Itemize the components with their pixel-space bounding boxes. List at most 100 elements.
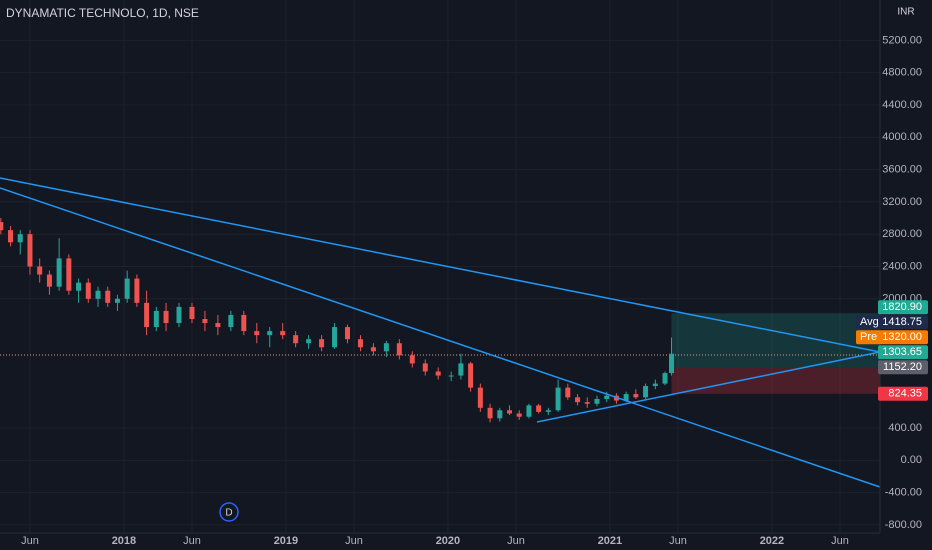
candle-body — [176, 306, 182, 324]
candle-body — [85, 282, 91, 299]
y-tick-label: 400.00 — [888, 422, 922, 434]
candle-body — [652, 383, 658, 387]
candle-body — [422, 363, 428, 372]
x-tick-label: 2021 — [598, 535, 622, 547]
y-tick-label: 5200.00 — [882, 34, 922, 46]
candle-body — [280, 331, 286, 336]
candle-body — [293, 335, 299, 344]
candle-body — [319, 339, 325, 348]
candle-body — [662, 373, 668, 384]
candle-body — [267, 331, 273, 336]
candle-body — [536, 405, 542, 412]
candle-body — [17, 234, 23, 243]
price-tag — [856, 330, 928, 345]
candle-body — [0, 222, 4, 231]
price-tag-label: 1320.00 — [882, 331, 922, 343]
candle-body — [435, 371, 441, 376]
candle-body — [56, 258, 62, 287]
x-tick-label: Jun — [21, 535, 39, 547]
candle-body — [66, 258, 72, 291]
candle-body — [468, 363, 474, 388]
price-tag — [878, 386, 928, 401]
candle-body — [575, 397, 581, 403]
price-tag — [856, 315, 928, 330]
candle-body — [565, 387, 571, 398]
event-marker[interactable]: D — [225, 508, 232, 519]
candle-body — [254, 331, 260, 336]
price-tag-name: Pre — [860, 331, 877, 343]
candle-body — [241, 314, 247, 332]
candle-body — [383, 343, 389, 352]
x-tick-label: 2018 — [112, 535, 136, 547]
candle-body — [306, 339, 312, 344]
candle-body — [95, 290, 101, 299]
candle-body — [344, 327, 350, 340]
candle-body — [477, 387, 483, 408]
candle-body — [487, 407, 493, 419]
y-tick-label: 2800.00 — [882, 228, 922, 240]
candle-body — [458, 363, 464, 376]
trendlines — [0, 177, 881, 488]
y-tick-label: 2400.00 — [882, 260, 922, 272]
y-tick-label: -400.00 — [885, 487, 922, 499]
price-tag-label: 1820.90 — [882, 301, 922, 313]
candle-body — [76, 282, 82, 291]
currency: INR — [897, 7, 914, 18]
candle-body — [409, 355, 415, 364]
candle-body — [594, 398, 600, 404]
candle-body — [124, 278, 130, 299]
x-tick-label: Jun — [831, 535, 849, 547]
event-icon[interactable] — [219, 502, 239, 522]
candle-body — [332, 327, 338, 348]
y-tick-label: 3200.00 — [882, 196, 922, 208]
candle-body — [189, 306, 195, 319]
candle-body — [643, 386, 649, 398]
x-tick-label: 2022 — [760, 535, 784, 547]
y-tick-label: 4400.00 — [882, 99, 922, 111]
price-tag — [878, 300, 928, 315]
y-tick-label: -800.00 — [885, 519, 922, 531]
candle-body — [396, 343, 402, 356]
profit-zone — [671, 313, 880, 368]
candle-body — [555, 387, 561, 411]
price-tag-label: 1303.65 — [882, 346, 922, 358]
candle-body — [604, 395, 610, 399]
axes: 5200.00 4800.00 4400.00 4000.00 3600.00 3200.… — [21, 34, 922, 547]
candle-body — [584, 402, 590, 404]
trendline — [536, 351, 881, 423]
price-tag — [878, 345, 928, 360]
candle-body — [8, 230, 14, 243]
candle-body — [37, 266, 43, 275]
candle-body — [370, 347, 376, 352]
candle-body — [27, 234, 33, 267]
x-tick-label: 2020 — [436, 535, 460, 547]
price-tag — [878, 360, 928, 375]
y-tick-label: 4800.00 — [882, 67, 922, 79]
candle-body — [448, 375, 454, 377]
x-tick-label: Jun — [183, 535, 201, 547]
candle-body — [623, 394, 629, 401]
candle-body — [357, 339, 363, 348]
trendline — [0, 177, 881, 353]
candle-body — [228, 314, 234, 328]
candle-body — [46, 274, 52, 287]
candle-body — [105, 290, 111, 303]
candle-body — [153, 310, 159, 328]
candle-body — [215, 323, 221, 328]
price-tag-name: Avg — [860, 316, 879, 328]
position-boxes — [0, 313, 880, 394]
candle-body — [202, 318, 208, 324]
trendline — [0, 187, 881, 488]
candle-body — [516, 413, 522, 417]
candle-body — [163, 310, 169, 324]
candles — [0, 218, 675, 423]
x-tick-label: 2019 — [274, 535, 298, 547]
y-tick-label: 0.00 — [901, 454, 922, 466]
price-tag-label: 824.35 — [888, 388, 922, 400]
price-tag-label: 1152.20 — [883, 361, 922, 373]
candle-body — [134, 278, 140, 303]
candle-body — [144, 302, 150, 328]
